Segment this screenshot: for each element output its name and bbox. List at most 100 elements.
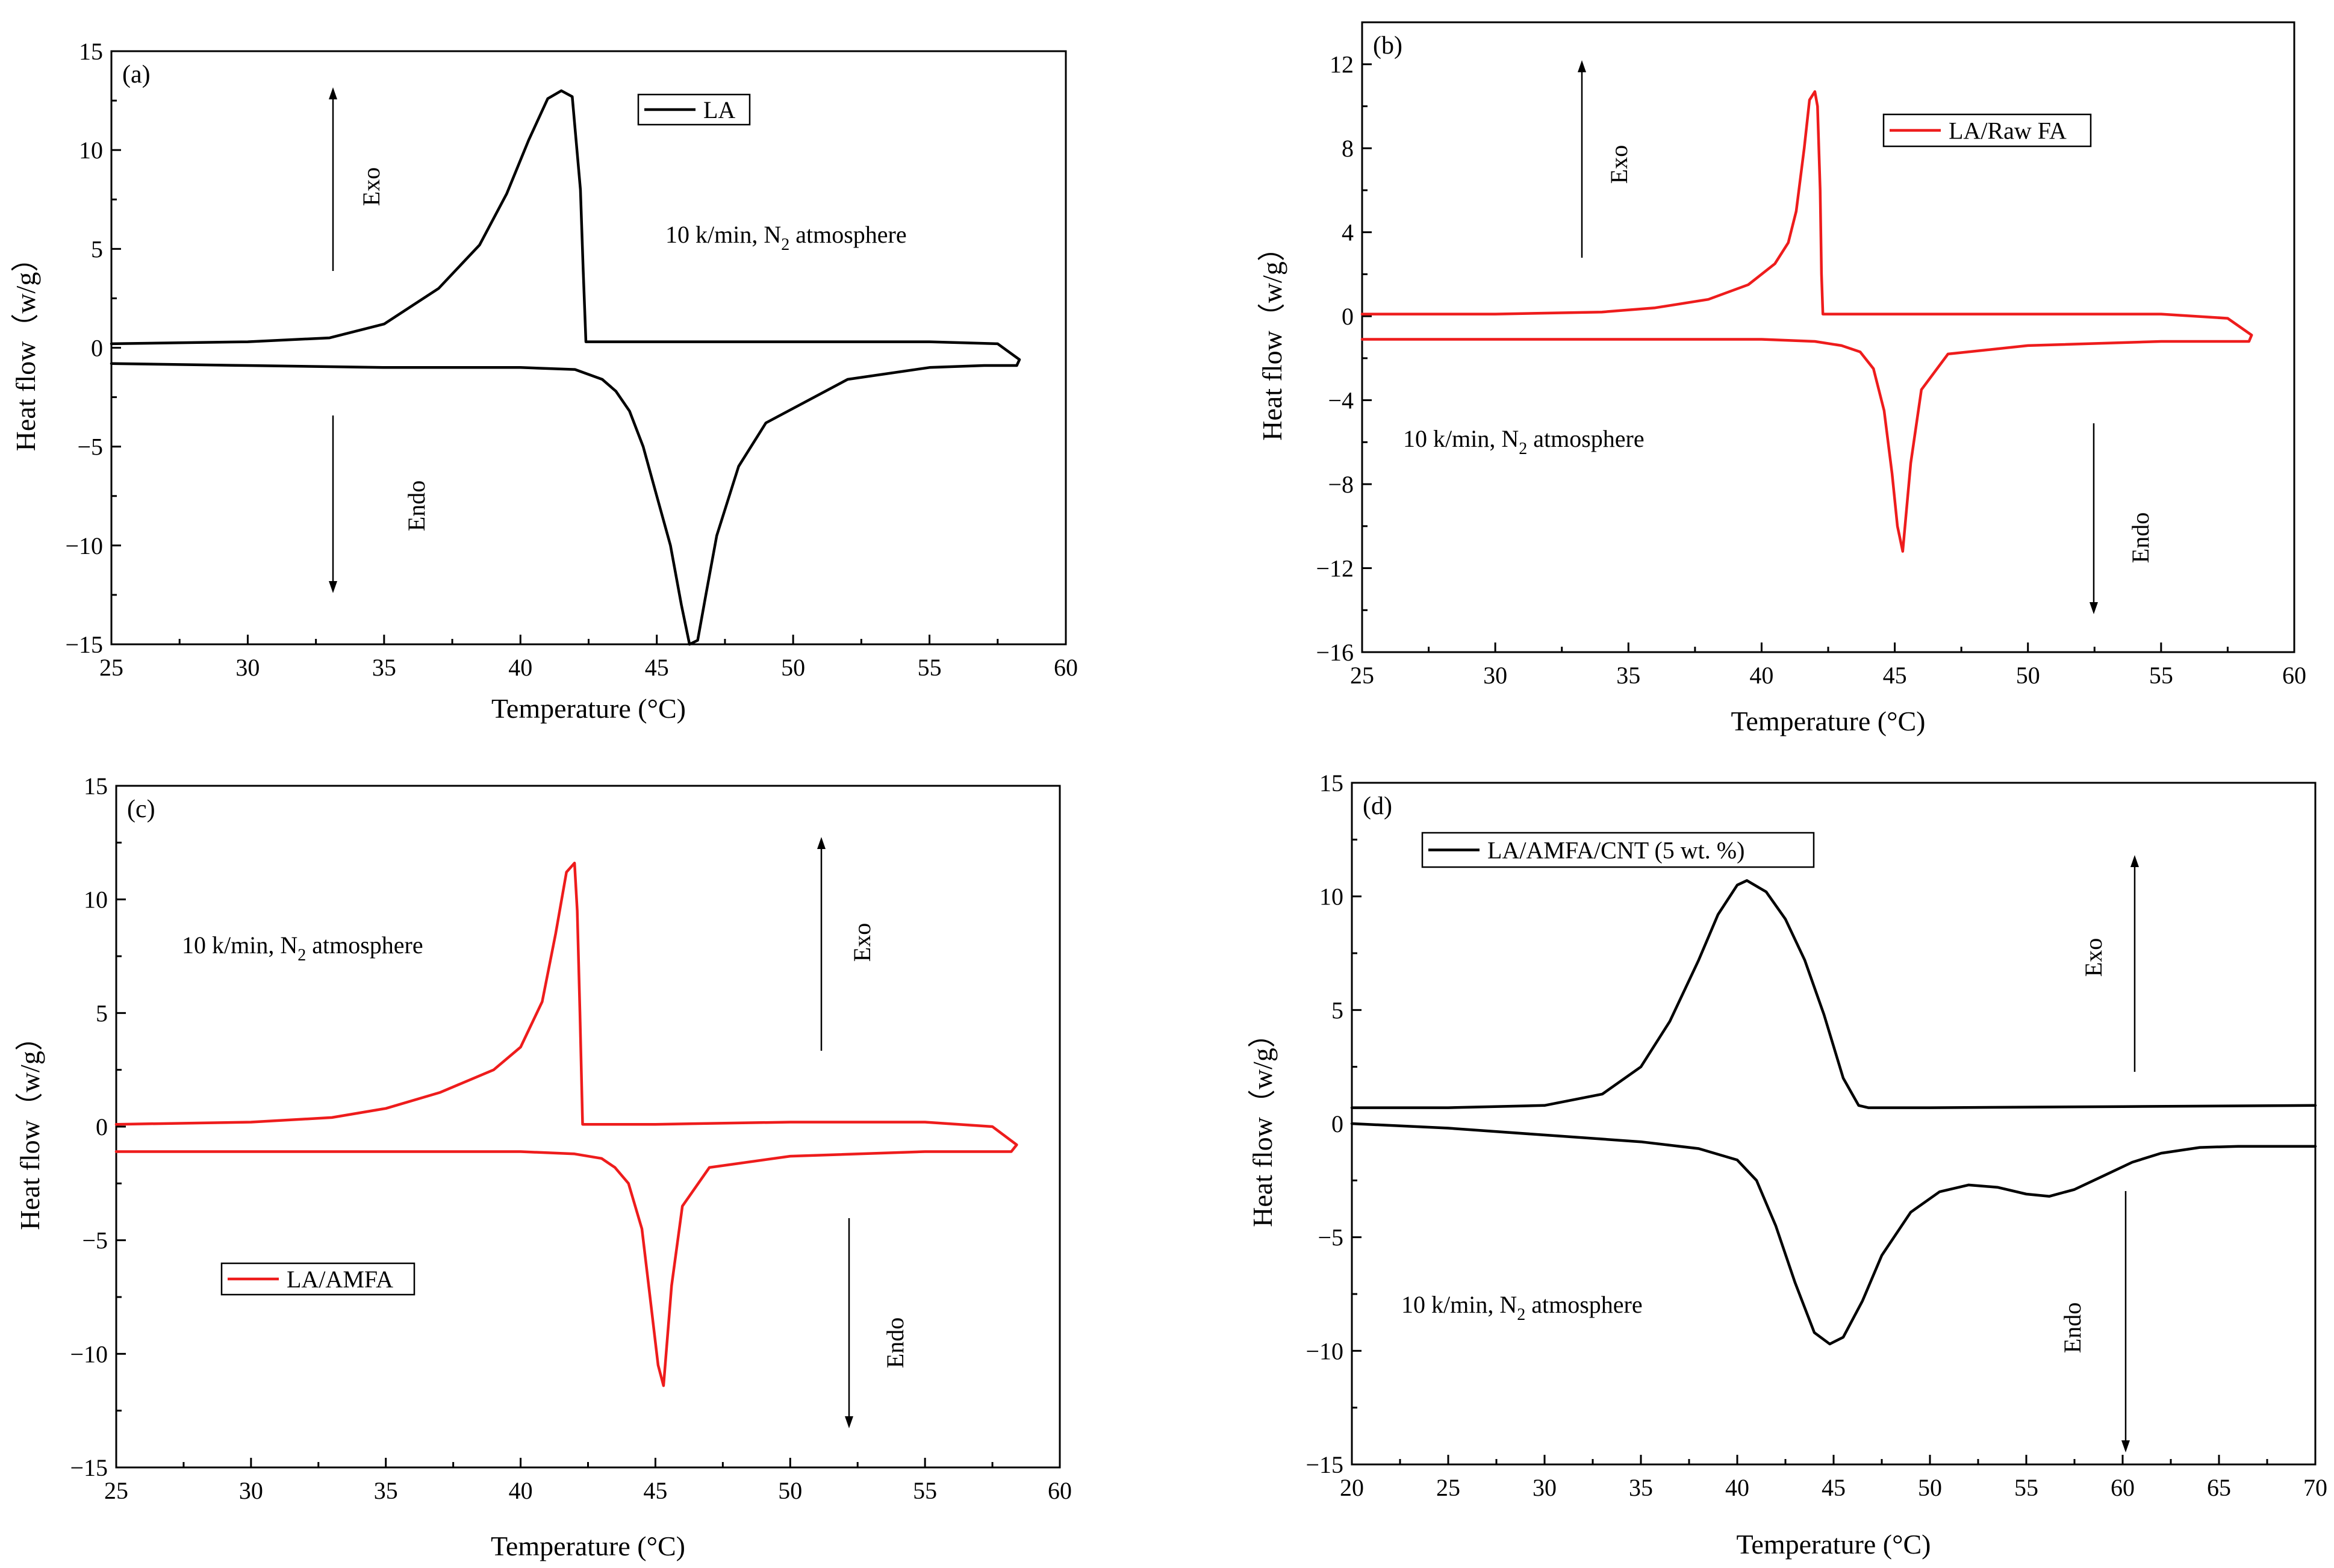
x-tick-label: 30 [1533, 1474, 1557, 1501]
exo-label: Exo [848, 923, 876, 962]
condition-main: 10 k/min, N [665, 221, 781, 248]
condition-after: atmosphere [306, 932, 423, 959]
y-tick-label: 8 [1342, 135, 1354, 162]
series-line-1 [1360, 90, 2253, 553]
y-tick-label: 5 [1331, 997, 1343, 1024]
x-tick-label: 40 [1749, 662, 1773, 689]
x-tick-label: 45 [1883, 662, 1907, 689]
y-axis-title: Heat flow（w/g） [1247, 1020, 1278, 1227]
x-axis-title: Temperature (°C) [1731, 706, 1926, 736]
x-tick-label: 25 [104, 1477, 128, 1504]
x-axis-title: Temperature (°C) [1737, 1529, 1931, 1560]
condition-annotation: 10 k/min, N2 atmosphere [665, 221, 907, 254]
plot-frame [110, 50, 1067, 646]
x-tick-label: 60 [2111, 1474, 2135, 1501]
endo-arrow-head [329, 581, 337, 593]
series-line-1 [110, 89, 1021, 646]
y-tick-label: 5 [96, 1000, 108, 1027]
y-tick-label: −12 [1316, 555, 1354, 582]
chart-panel-b: 25 30 35 40 45 50 55 60 −16 −12 −8 −4 0 4 8 12 Temperatu… [1257, 21, 2306, 736]
x-tick-label: 35 [374, 1477, 398, 1504]
x-tick-label: 55 [2014, 1474, 2038, 1501]
panel-label: (b) [1373, 32, 1402, 60]
plot-frame [1351, 782, 2317, 1466]
chart-panel-c: 25 30 35 40 45 50 55 60 −15 −10 −5 0 5 10 15 Temperatur… [14, 773, 1072, 1561]
endo-label: Endo [403, 481, 430, 531]
series-line-1 [114, 862, 1018, 1387]
legend-label: LA/Raw FA [1949, 117, 2067, 145]
y-tick-label: −15 [70, 1454, 108, 1481]
y-tick-label: −10 [1305, 1337, 1343, 1364]
endo-label: Endo [882, 1318, 909, 1368]
y-tick-label: −8 [1328, 471, 1354, 498]
y-tick-label: 15 [1319, 770, 1343, 797]
y-tick-label: −5 [82, 1227, 108, 1254]
x-tick-label: 50 [781, 654, 805, 681]
legend-label: LA [703, 96, 735, 123]
x-tick-label: 55 [2149, 662, 2173, 689]
legend-label: LA/AMFA/CNT (5 wt. %) [1487, 837, 1744, 864]
exo-arrow-head [329, 87, 337, 99]
condition-after: atmosphere [1527, 425, 1644, 452]
condition-main: 10 k/min, N [1403, 425, 1519, 452]
y-tick-label: −4 [1328, 387, 1354, 414]
x-tick-label: 25 [99, 654, 123, 681]
plot-frame [115, 785, 1061, 1469]
y-tick-label: 0 [1342, 303, 1354, 330]
y-tick-label: −15 [65, 631, 103, 658]
x-tick-label: 50 [1918, 1474, 1942, 1501]
y-axis-title: Heat flow（w/g） [10, 244, 41, 452]
x-tick-label: 60 [1054, 654, 1078, 681]
endo-label: Endo [2059, 1302, 2086, 1353]
condition-subscript: 2 [1517, 1305, 1525, 1324]
condition-main: 10 k/min, N [1401, 1291, 1517, 1318]
y-tick-label: −10 [65, 532, 103, 559]
y-tick-label: 12 [1330, 51, 1354, 78]
y-tick-label: 10 [84, 886, 108, 913]
x-tick-label: 45 [643, 1477, 667, 1504]
panel-label: (c) [127, 795, 155, 823]
legend: LA/AMFA [220, 1262, 415, 1296]
series-line-1 [1350, 879, 2317, 1109]
panel-label: (d) [1363, 792, 1392, 820]
y-tick-label: −5 [1318, 1224, 1343, 1251]
plot-frame [1361, 21, 2295, 653]
condition-subscript: 2 [1519, 440, 1527, 458]
y-tick-label: 15 [84, 773, 108, 800]
x-tick-label: 50 [778, 1477, 802, 1504]
x-tick-label: 25 [1350, 662, 1374, 689]
chart-panel-d: 20 25 30 35 40 45 50 55 60 65 70 −15 −10 −5 0 5 10 15 Temp… [1247, 770, 2327, 1560]
x-tick-label: 70 [2303, 1474, 2327, 1501]
endo-arrow-head [2121, 1440, 2130, 1452]
x-tick-label: 35 [1616, 662, 1640, 689]
exo-arrow-head [817, 837, 826, 849]
x-tick-label: 35 [1629, 1474, 1653, 1501]
x-tick-label: 30 [1483, 662, 1507, 689]
panel-label: (a) [122, 61, 151, 89]
y-tick-label: −16 [1316, 639, 1354, 666]
x-tick-label: 60 [2282, 662, 2306, 689]
y-tick-label: 0 [91, 335, 103, 362]
legend: LA/Raw FA [1882, 113, 2092, 148]
condition-annotation: 10 k/min, N2 atmosphere [1401, 1291, 1643, 1324]
x-axis-title: Temperature (°C) [491, 693, 686, 724]
condition-main: 10 k/min, N [182, 932, 297, 959]
x-tick-label: 50 [2016, 662, 2040, 689]
x-tick-label: 25 [1436, 1474, 1460, 1501]
x-tick-label: 65 [2207, 1474, 2231, 1501]
condition-subscript: 2 [297, 946, 306, 965]
x-tick-label: 60 [1048, 1477, 1072, 1504]
y-axis-title: Heat flow（w/g） [14, 1023, 45, 1230]
x-tick-label: 55 [913, 1477, 937, 1504]
y-tick-label: 10 [1319, 883, 1343, 910]
exo-label: Exo [1605, 145, 1632, 184]
chart-panel-a: 25 30 35 40 45 50 55 60 −15 −10 −5 0 5 10 15 Temperatur… [10, 38, 1078, 724]
condition-after: atmosphere [789, 221, 906, 248]
x-tick-label: 45 [1822, 1474, 1846, 1501]
y-tick-label: −15 [1305, 1451, 1343, 1478]
x-tick-label: 55 [918, 654, 942, 681]
condition-annotation: 10 k/min, N2 atmosphere [1403, 425, 1645, 458]
y-axis-title: Heat flow（w/g） [1257, 234, 1287, 441]
y-tick-label: 4 [1342, 219, 1354, 246]
